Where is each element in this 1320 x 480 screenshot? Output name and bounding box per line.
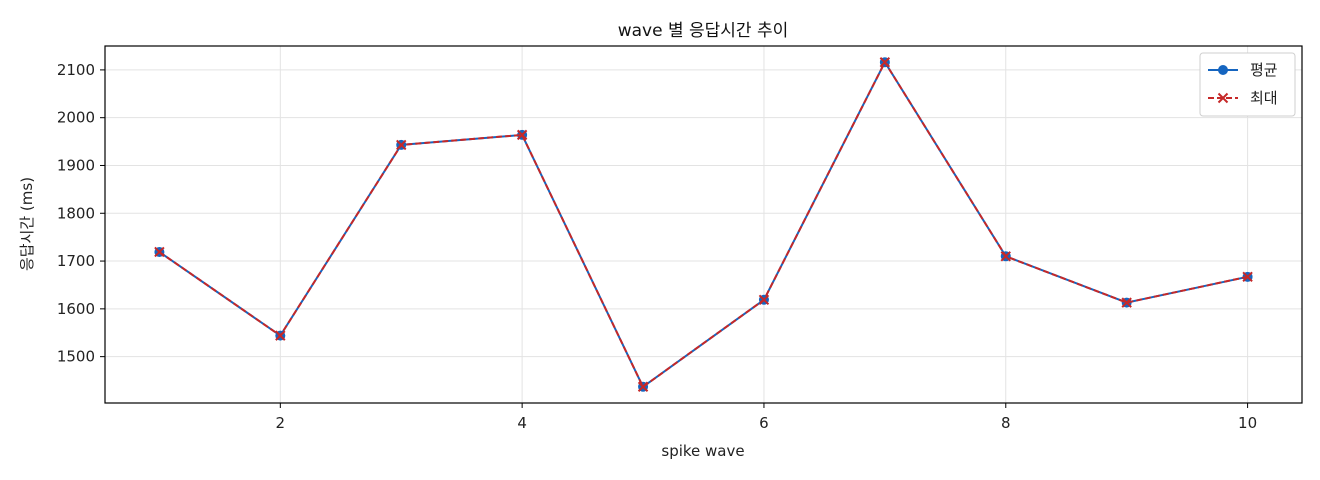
data-point xyxy=(1000,251,1011,262)
data-point xyxy=(275,330,286,341)
y-tick-label: 1800 xyxy=(57,204,95,222)
grid xyxy=(105,46,1302,403)
legend-marker xyxy=(1218,65,1228,75)
chart-title: wave 별 응답시간 추이 xyxy=(618,21,789,41)
x-tick-label: 10 xyxy=(1238,414,1257,432)
data-point xyxy=(1242,271,1253,283)
y-tick-label: 1700 xyxy=(57,252,95,270)
y-tick-label: 2100 xyxy=(57,61,95,79)
legend-item: 최대 xyxy=(1208,89,1278,107)
data-point xyxy=(758,294,770,305)
legend-marker xyxy=(1217,92,1229,104)
data-point xyxy=(154,246,165,258)
x-tick-label: 2 xyxy=(276,414,286,432)
legend-label: 평균 xyxy=(1250,61,1278,79)
x-axis-title: spike wave xyxy=(661,442,744,460)
data-point xyxy=(879,57,891,68)
x-tick-label: 8 xyxy=(1001,414,1011,432)
series-2 xyxy=(154,57,1253,392)
x-tick-label: 4 xyxy=(517,414,527,432)
y-axis: 1500 1600 1700 1800 1900 2000 2100 xyxy=(57,61,105,366)
y-axis-title: 응답시간 (ms) xyxy=(18,177,36,271)
data-point xyxy=(637,381,649,392)
legend-box xyxy=(1199,52,1296,117)
x-axis: 2 4 6 8 10 xyxy=(276,403,1257,432)
series-1 xyxy=(154,57,1253,392)
legend-item: 평균 xyxy=(1208,61,1278,79)
x-tick-label: 6 xyxy=(759,414,769,432)
plot-frame xyxy=(104,45,1303,404)
series-line xyxy=(158,61,1248,388)
data-point xyxy=(1121,297,1132,308)
data-point xyxy=(516,129,528,141)
y-tick-label: 1600 xyxy=(57,300,95,318)
y-tick-label: 1900 xyxy=(57,156,95,174)
y-tick-label: 2000 xyxy=(57,109,95,127)
data-point xyxy=(396,139,407,151)
series-line xyxy=(158,61,1248,388)
y-tick-label: 1500 xyxy=(57,348,95,366)
legend-label: 최대 xyxy=(1250,89,1278,107)
series-layer xyxy=(154,57,1253,392)
